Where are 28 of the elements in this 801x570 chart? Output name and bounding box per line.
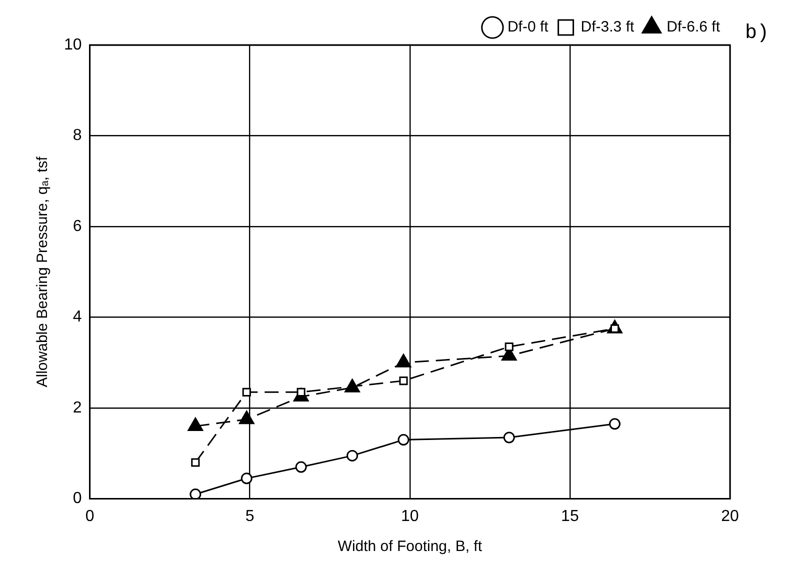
point xyxy=(503,432,515,444)
y-tick-label: 0 xyxy=(72,490,82,508)
point xyxy=(190,488,202,499)
y-tick-label: 4 xyxy=(72,308,82,326)
x-tick-label: 10 xyxy=(401,508,419,525)
x-tick-label: 20 xyxy=(721,508,739,525)
point xyxy=(398,434,410,446)
legend-label: Df-3.3 ft xyxy=(580,18,635,36)
y-axis-title: Allowable Bearing Pressure, qₐ, tsf xyxy=(34,156,52,388)
y-tick-label: 2 xyxy=(72,399,82,416)
x-tick-label: 15 xyxy=(561,508,579,525)
text: b) xyxy=(745,22,770,45)
point xyxy=(240,472,252,484)
point xyxy=(295,461,307,473)
legend-label: Df-0 ft xyxy=(507,18,550,36)
x-tick-label: 5 xyxy=(245,508,254,525)
point xyxy=(346,450,358,462)
point xyxy=(504,342,514,352)
point xyxy=(191,458,200,467)
y-tick-label: 10 xyxy=(64,36,82,54)
y-tick-label: 6 xyxy=(72,218,82,235)
point xyxy=(609,418,621,430)
x-axis-title: Width of Footing, B, ft xyxy=(338,538,483,556)
legend-label: Df-6.6 ft xyxy=(666,18,721,36)
point xyxy=(242,388,251,396)
point xyxy=(399,376,408,386)
x-tick-label: 0 xyxy=(85,508,94,525)
y-tick-label: 8 xyxy=(72,127,82,144)
